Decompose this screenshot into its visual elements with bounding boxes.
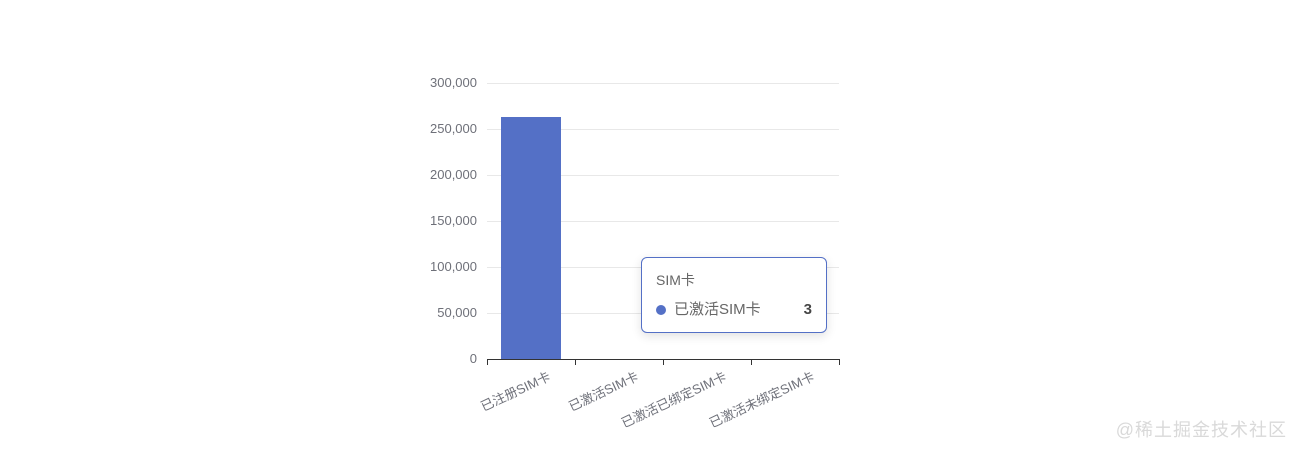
series-marker-dot-icon: [656, 304, 666, 315]
y-axis-tick-label: 100,000: [430, 259, 477, 274]
y-axis-tick-label: 50,000: [437, 305, 477, 320]
x-axis-tick: [751, 360, 752, 365]
y-axis-tick-label: 200,000: [430, 167, 477, 182]
y-axis-tick-label: 150,000: [430, 213, 477, 228]
x-axis-tick: [487, 360, 488, 365]
x-axis-category-label: 已注册SIM卡: [478, 368, 553, 415]
tooltip-value: 3: [803, 301, 812, 318]
watermark: @稀土掘金技术社区: [1115, 420, 1287, 440]
chart-tooltip: SIM卡 已激活SIM卡 3: [641, 257, 827, 333]
x-axis-tick: [663, 360, 664, 365]
y-gridline: [487, 83, 839, 84]
y-axis-tick-label: 300,000: [430, 75, 477, 90]
x-axis-line: [487, 359, 840, 360]
y-axis-tick-label: 250,000: [430, 121, 477, 136]
x-axis-tick: [575, 360, 576, 365]
tooltip-title: SIM卡: [656, 272, 695, 288]
bar-已注册SIM卡[interactable]: [501, 117, 561, 359]
tooltip-series-label: 已激活SIM卡: [674, 301, 761, 318]
y-axis-tick-label: 0: [469, 351, 477, 366]
y-gridline: [487, 129, 839, 130]
x-axis-tick: [839, 360, 840, 365]
y-gridline: [487, 221, 839, 222]
y-gridline: [487, 175, 839, 176]
tooltip-row: 已激活SIM卡 3: [656, 299, 812, 320]
